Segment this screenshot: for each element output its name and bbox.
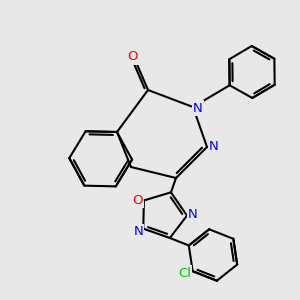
Text: Cl: Cl [178,267,191,280]
Text: O: O [133,194,143,207]
Text: N: N [193,101,203,115]
Text: N: N [188,208,198,221]
Text: N: N [209,140,219,152]
Text: N: N [134,225,143,238]
Text: O: O [128,50,138,64]
